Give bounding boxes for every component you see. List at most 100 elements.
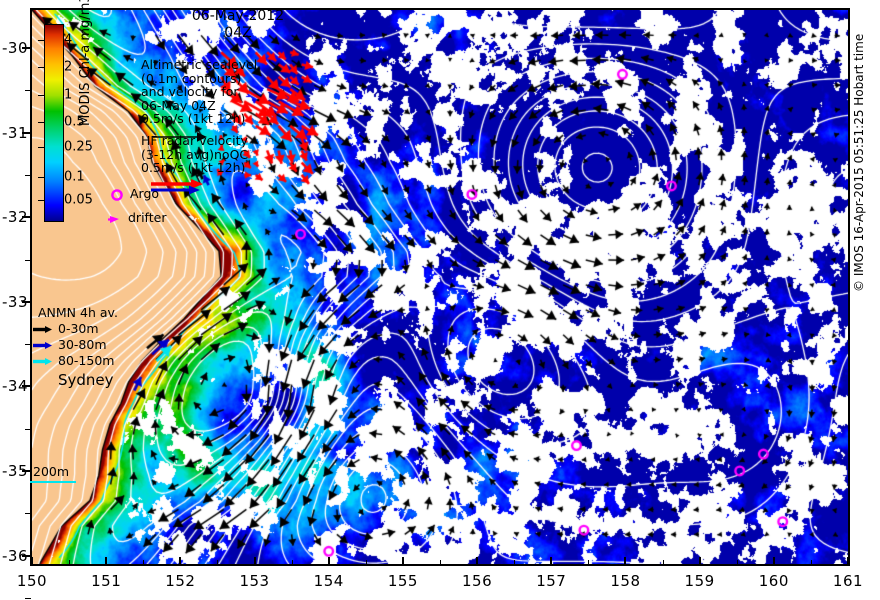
x-axis-tick [550,557,553,565]
legend-altimetry-line-3: 06-May 04Z [141,97,216,113]
y-axis-tick-label: -31 [2,123,28,142]
y-axis-minor-tick [25,428,31,430]
colorbar-tick-label: 0.5 [64,114,85,130]
x-axis-tick-label: 154 [313,572,344,590]
colorbar-tick [38,39,44,41]
x-axis-tick [253,557,256,565]
x-axis-tick [476,557,479,565]
y-axis-tick [22,554,31,557]
x-axis-tick-label: 159 [684,572,715,590]
legend-altimetry-line-1: (0.1m contours) [141,70,242,86]
x-axis-tick-label: 152 [165,572,196,590]
title-date: 06-May-2012 [191,8,285,24]
x-axis-minor-tick [291,560,293,565]
colorbar [44,24,64,222]
x-axis-tick-label: 153 [239,572,270,590]
x-axis-tick-label: 161 [832,572,864,590]
map-plot-area[interactable] [30,8,850,566]
isobath-label-200m: 200m [33,464,70,479]
colorbar-tick-label: 0.05 [64,192,93,208]
legend-altimetry-line-0: Altimetric sealevel [141,57,258,72]
x-axis-tick [401,557,404,565]
colorbar-tick-label: 1 [64,87,73,103]
legend-anmn-title: ANMN 4h av. [38,305,118,320]
x-axis-tick [847,557,849,565]
y-axis-tick-label: -36 [2,546,28,565]
anmn-arrow-0-30m-icon [33,325,52,333]
x-axis-tick [624,557,627,565]
legend-altimetry-line-4: 0.5m/s (1kt 12h) [141,111,246,126]
colorbar-tick [38,200,44,202]
y-axis-tick [22,216,31,219]
legend-anmn-label-1: 30-80m [58,337,107,352]
figure-title: 06-May-2012 04Z [178,8,298,42]
colorbar-title: MODIS Chl-a mg/m3 OC3 [78,0,93,126]
x-axis-minor-tick [217,560,219,565]
x-axis-minor-tick [662,560,664,565]
colorbar-tick [38,94,44,96]
y-axis-minor-tick [25,90,31,92]
legend-hf-line-1: (3-12h avg)noQC [141,146,249,162]
x-axis-minor-tick [143,560,145,565]
legend-altimetry: Altimetric sealevel (0.1m contours) and … [141,58,257,145]
anmn-arrow-80-150m-icon [33,357,52,365]
y-axis-tick-label: -30 [2,39,28,58]
y-axis-minor-tick [25,513,31,515]
x-axis-tick-label: 156 [462,572,493,590]
x-axis-tick-label: 157 [536,572,567,590]
y-axis-tick-label: -32 [2,208,28,227]
x-axis-tick-label: 155 [387,572,418,590]
copyright-text: © IMOS 16-Apr-2015 05:51:25 Hobart time [852,33,866,292]
legend-hf-radar: HF radar velocity (3-12h avg)noQC 0.5m/s… [141,134,248,198]
legend-hf-line-0: HF radar velocity [141,133,248,148]
y-axis-tick [22,131,31,134]
x-axis-tick [105,557,108,565]
y-axis-tick [22,385,31,388]
place-label-sydney: Sydney [58,371,114,389]
colorbar-tick-label: 4 [64,32,73,48]
x-axis-minor-tick [440,560,441,565]
colorbar-tick [38,147,44,149]
colorbar-tick [38,67,44,69]
x-axis-tick [179,557,182,565]
y-axis-minor-tick [25,259,31,261]
argo-legend-label: Argo [130,186,160,201]
x-axis-tick-label: 150 [16,572,48,590]
hf-radar-arrow-icon [151,178,203,194]
colorbar-tick [38,176,44,178]
legend-anmn: ANMN 4h av. 0-30m 30-80m 80-150m [32,306,118,368]
y-axis-tick-label: -34 [2,377,28,396]
y-axis-minor-tick [25,344,31,346]
legend-anmn-label-0: 0-30m [58,321,99,336]
x-axis-minor-tick [514,560,516,565]
drifter-legend-label: drifter [128,210,167,225]
legend-anmn-row-2: 80-150m [32,354,118,368]
legend-anmn-row-0: 0-30m [32,322,118,336]
x-axis-minor-tick [736,560,738,565]
chlorophyll-field-canvas [32,10,848,564]
y-axis-minor-tick [25,597,31,599]
title-time: 04Z [224,25,252,41]
y-axis-tick-label: -33 [2,292,28,311]
drifter-marker-icon [108,216,119,223]
x-axis-minor-tick [588,560,590,565]
y-axis-tick-label: -35 [2,461,28,480]
legend-anmn-label-2: 80-150m [58,353,115,368]
y-axis-tick [22,300,31,303]
legend-hf-line-2: 0.5m/s (1kt 12h) [141,160,246,175]
colorbar-tick-label: 0.25 [64,139,93,155]
x-axis-tick [698,557,701,565]
isobath-line-sample [30,481,76,483]
x-axis-tick-label: 158 [610,572,641,590]
argo-marker-icon [111,189,123,201]
x-axis-tick-label: 160 [758,572,789,590]
anmn-arrow-30-80m-icon [33,341,52,349]
colorbar-tick-label: 0.1 [64,169,85,185]
x-axis-minor-tick [810,560,812,565]
legend-altimetry-line-2: and velocity for [141,84,239,99]
x-axis-tick-label: 151 [91,572,122,590]
x-axis-minor-tick [69,560,71,565]
y-axis-minor-tick [25,174,31,176]
legend-anmn-row-1: 30-80m [32,338,118,352]
